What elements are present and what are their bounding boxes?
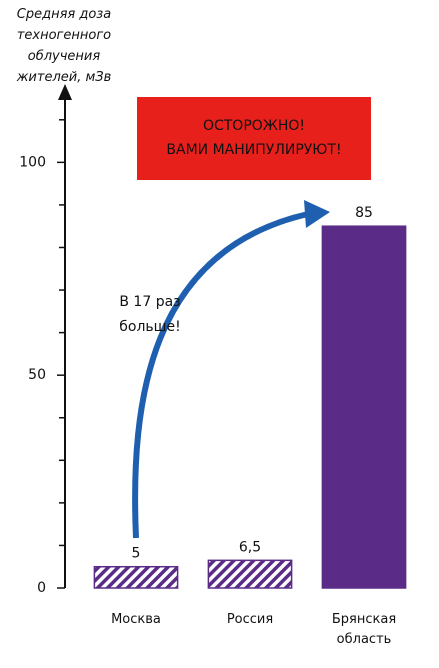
y-tick-label: 100 [19, 154, 46, 170]
y-axis-arrow [58, 84, 72, 100]
value-label: 6,5 [239, 539, 261, 555]
warning-line: ВАМИ МАНИПУЛИРУЮТ! [166, 142, 341, 158]
bar [93, 565, 179, 589]
value-label: 85 [355, 205, 373, 221]
warning-line: ОСТОРОЖНО! [203, 118, 305, 134]
bar [321, 225, 407, 589]
y-tick-label: 50 [28, 367, 46, 383]
x-tick-label: Брянская область [331, 612, 397, 647]
warning-box [137, 97, 371, 180]
x-tick-label: Россия [226, 612, 274, 627]
bar [207, 559, 293, 589]
callout-line: В 17 раз [119, 294, 180, 310]
y-axis-title: Средняя доза техногенного облучения жите… [16, 7, 112, 85]
callout-line: больше! [119, 319, 180, 335]
value-label: 5 [132, 546, 141, 562]
y-tick-label: 0 [37, 580, 46, 596]
callout-arrow [132, 211, 309, 539]
callout-arrowhead [304, 200, 330, 228]
x-tick-label: Москва [111, 612, 161, 627]
